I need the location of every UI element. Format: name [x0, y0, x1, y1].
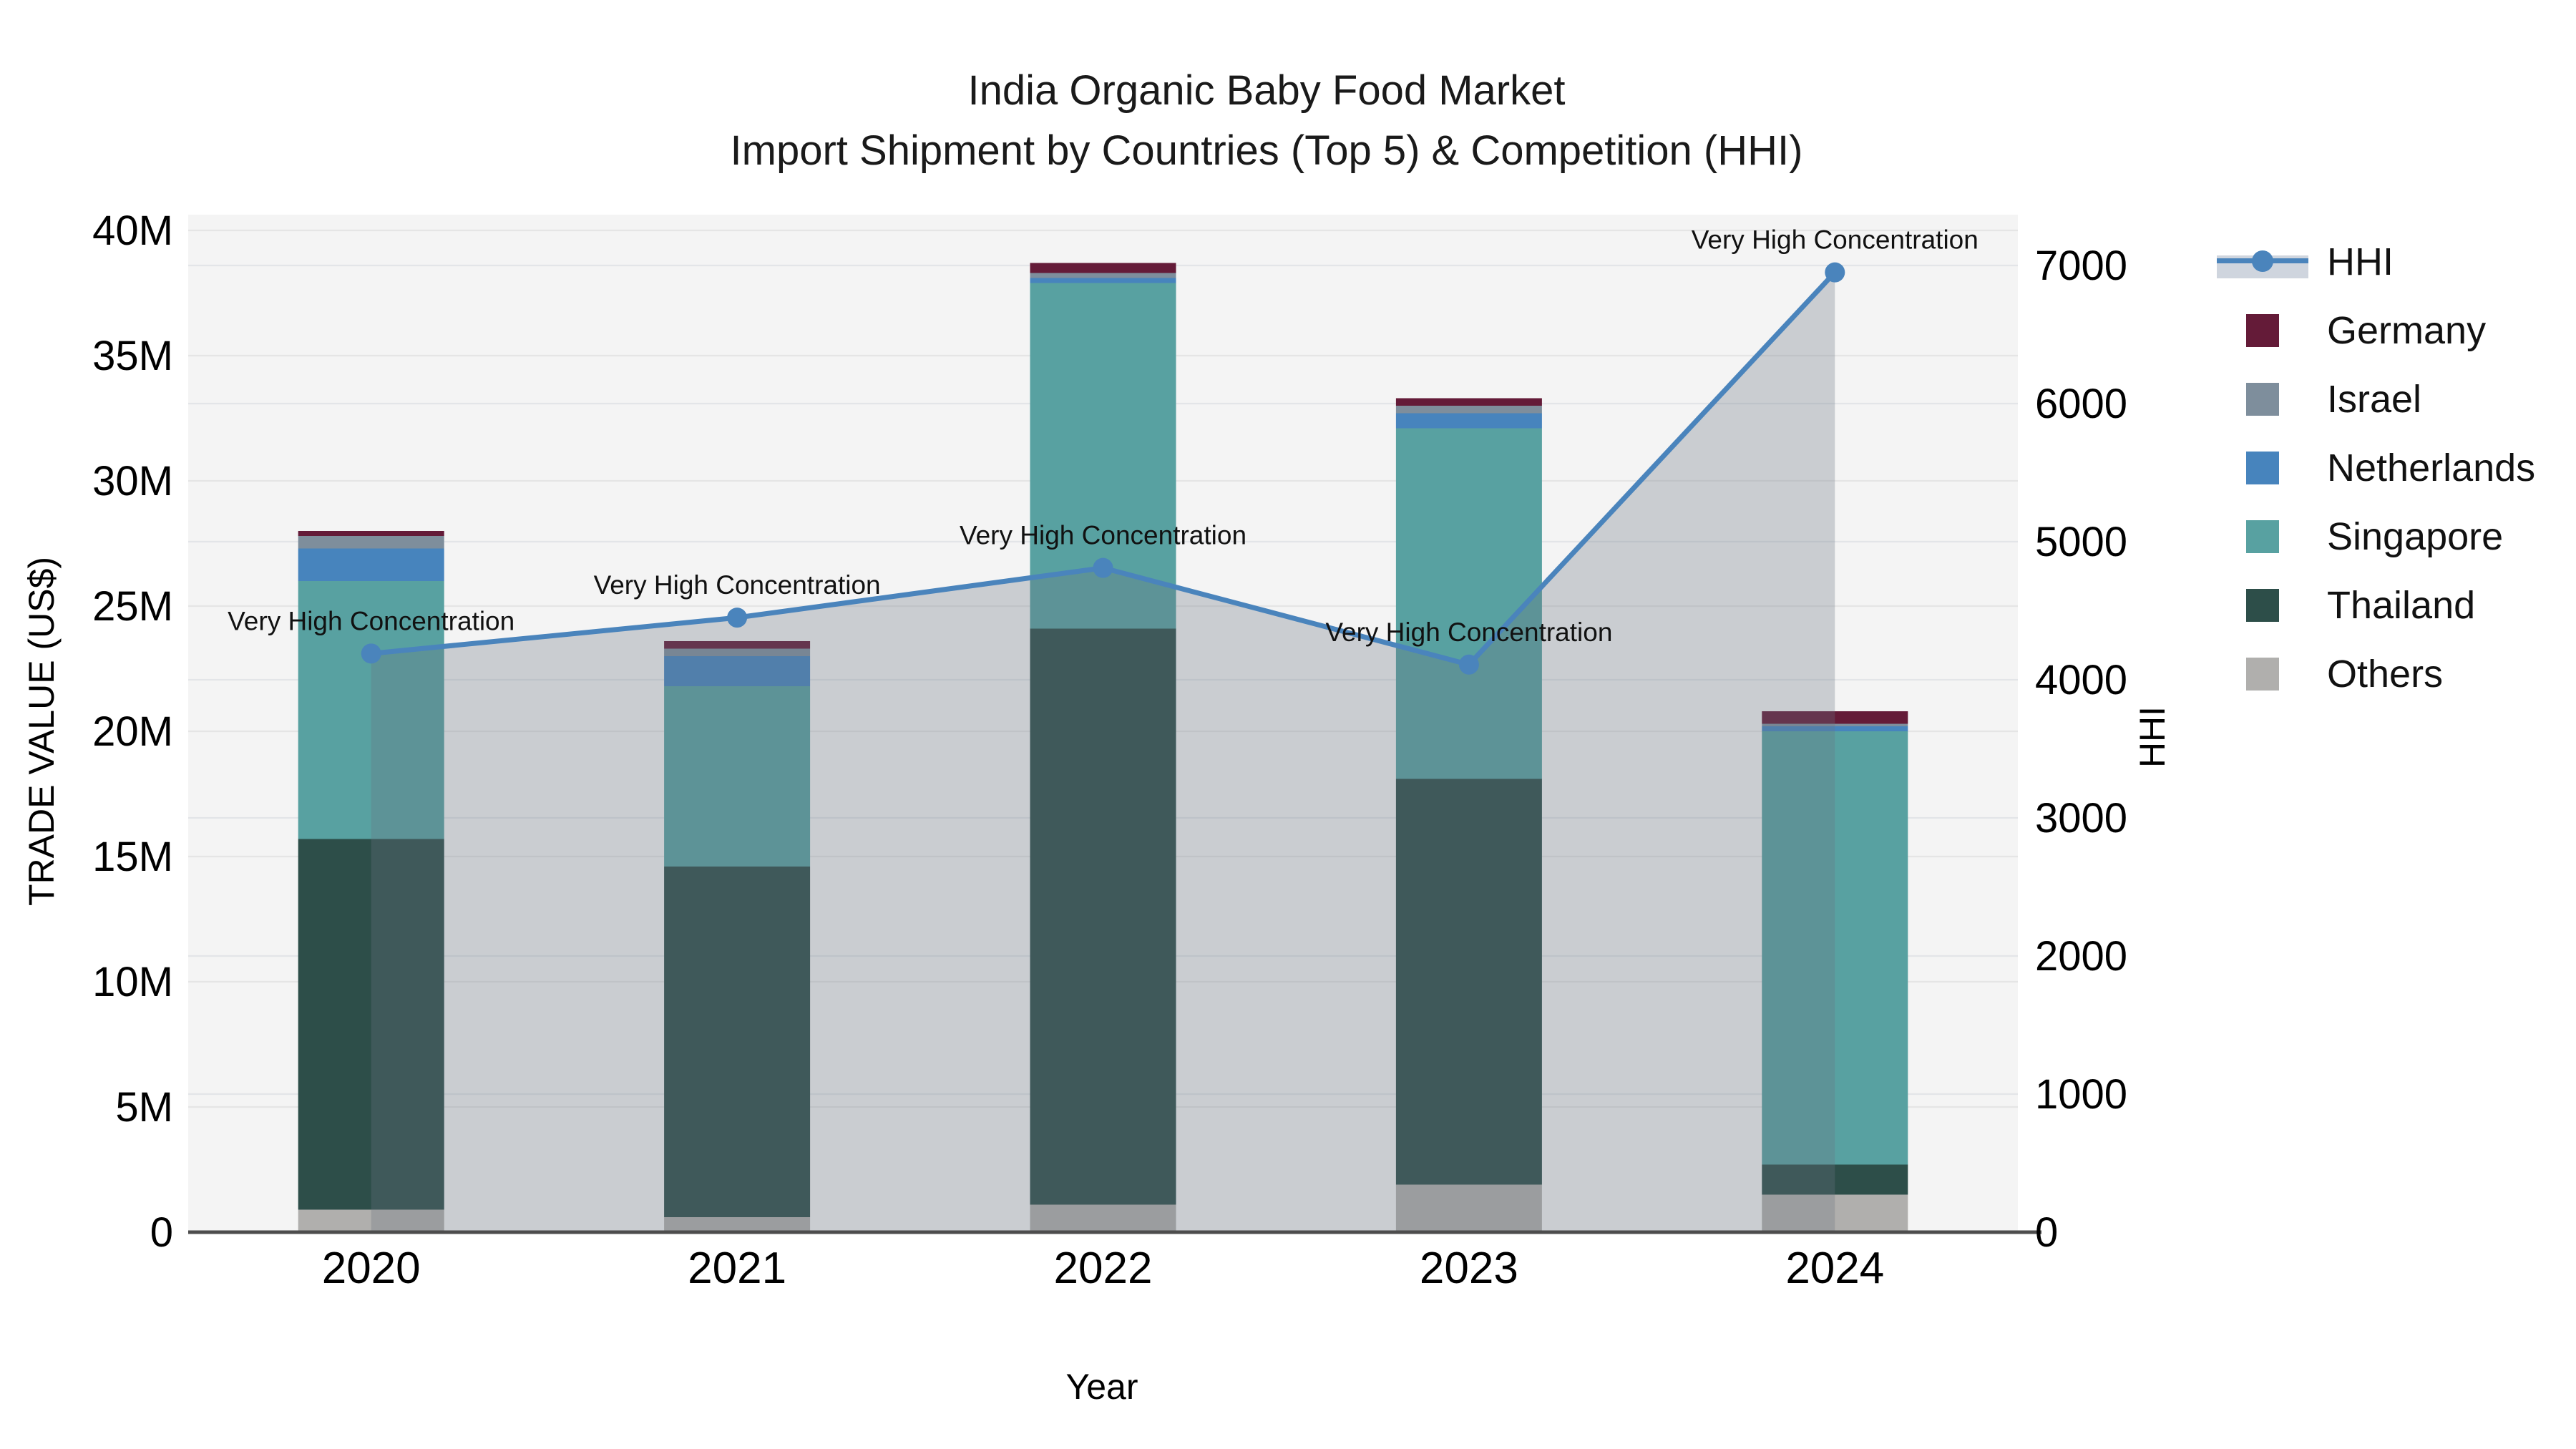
y-left-tick-label: 5M [115, 1084, 173, 1131]
bar-segment-singapore-2023 [1395, 428, 1542, 779]
y-right-tick-label: 7000 [2035, 243, 2127, 289]
y-right-tick-label: 2000 [2035, 933, 2127, 980]
y-left-tick-label: 10M [92, 959, 173, 1005]
legend-item-israel: Israel [2217, 365, 2535, 434]
y-right-tick-label: 5000 [2035, 519, 2127, 565]
bar-segment-others-2021 [664, 1217, 811, 1232]
y-left-tick-label: 30M [92, 458, 173, 504]
bar-segment-netherlands-2021 [664, 656, 811, 686]
x-tick-label-2022: 2022 [1054, 1244, 1153, 1293]
legend-item-thailand: Thailand [2217, 571, 2535, 640]
y-right-tick-label: 4000 [2035, 657, 2127, 703]
x-axis-label: Year [1065, 1367, 1138, 1407]
legend-swatch [2246, 589, 2279, 622]
chart-title-line2: Import Shipment by Countries (Top 5) & C… [730, 127, 1803, 174]
bar-segment-others-2024 [1762, 1194, 1908, 1232]
y-left-tick-label: 40M [92, 208, 173, 254]
legend-label: Germany [2327, 309, 2487, 352]
legend-swatch [2246, 520, 2279, 553]
legend-item-germany: Germany [2217, 296, 2535, 365]
bar-segment-israel-2020 [298, 536, 444, 549]
bar-segment-thailand-2020 [298, 839, 444, 1210]
bar-segment-israel-2021 [664, 648, 811, 656]
bar-segment-thailand-2023 [1395, 779, 1542, 1185]
hhi-marker-icon [2252, 250, 2273, 272]
bar-segment-others-2022 [1030, 1204, 1176, 1232]
legend-swatch [2246, 383, 2279, 416]
bar-segment-thailand-2022 [1030, 628, 1176, 1205]
annotation-2021: Very High Concentration [594, 570, 881, 600]
legend-item-others: Others [2217, 640, 2535, 708]
y-left-tick-label: 15M [92, 834, 173, 880]
legend-label: Thailand [2327, 584, 2476, 627]
y-left-tick-label: 0 [150, 1209, 173, 1256]
legend-swatch [2246, 314, 2279, 347]
legend-swatch [2246, 658, 2279, 691]
y-left-tick-label: 35M [92, 333, 173, 379]
bar-segment-netherlands-2022 [1030, 278, 1176, 283]
bar-segment-israel-2022 [1030, 273, 1176, 278]
hhi-marker-2023 [1458, 654, 1479, 675]
hhi-area-fill [371, 272, 1835, 1232]
annotation-2022: Very High Concentration [960, 521, 1246, 550]
bar-segment-singapore-2024 [1762, 731, 1908, 1165]
legend-swatch [2246, 452, 2279, 484]
legend-label: Singapore [2327, 515, 2504, 558]
x-tick-label-2024: 2024 [1785, 1244, 1884, 1293]
bar-segment-others-2023 [1395, 1184, 1542, 1232]
bar-segment-germany-2024 [1762, 711, 1908, 724]
bar-segment-israel-2024 [1762, 723, 1908, 726]
x-axis-spine [188, 1230, 2041, 1234]
hhi-marker-2021 [727, 608, 748, 628]
annotation-2024: Very High Concentration [1692, 225, 1979, 255]
y-right-tick-label: 0 [2035, 1209, 2058, 1256]
legend-label: HHI [2327, 240, 2394, 283]
legend-label: Netherlands [2327, 447, 2536, 489]
bar-segment-singapore-2021 [664, 686, 811, 867]
annotation-2023: Very High Concentration [1325, 618, 1612, 647]
annotation-2020: Very High Concentration [228, 606, 514, 635]
legend-item-hhi: HHI [2217, 228, 2535, 296]
bar-segment-thailand-2021 [664, 867, 811, 1217]
bar-segment-singapore-2020 [298, 581, 444, 839]
y-left-tick-label: 20M [92, 708, 173, 755]
bar-segment-germany-2022 [1030, 263, 1176, 273]
y-right-tick-label: 1000 [2035, 1071, 2127, 1118]
bar-segment-others-2020 [298, 1209, 444, 1232]
x-tick-label-2020: 2020 [322, 1244, 421, 1293]
hhi-marker-2024 [1825, 262, 1845, 283]
hhi-line-swatch [2217, 245, 2308, 278]
x-tick-label-2021: 2021 [688, 1244, 786, 1293]
legend-label: Israel [2327, 378, 2422, 421]
legend-item-netherlands: Netherlands [2217, 434, 2535, 502]
x-tick-label-2023: 2023 [1420, 1244, 1518, 1293]
bar-segment-netherlands-2023 [1395, 413, 1542, 429]
hhi-marker-2020 [361, 643, 381, 664]
bar-segment-germany-2021 [664, 641, 811, 649]
bar-segment-thailand-2024 [1762, 1164, 1908, 1195]
legend: HHI Germany Israel Netherlands Singapore [2217, 228, 2535, 708]
y-right-tick-label: 3000 [2035, 795, 2127, 841]
bar-segment-germany-2020 [298, 531, 444, 536]
y-left-tick-label: 25M [92, 583, 173, 630]
hhi-marker-2022 [1093, 557, 1113, 578]
legend-label: Others [2327, 653, 2444, 696]
bar-segment-germany-2023 [1395, 398, 1542, 406]
y-right-tick-label: 6000 [2035, 381, 2127, 427]
chart-title: India Organic Baby Food Market Import Sh… [408, 61, 2125, 181]
legend-item-singapore: Singapore [2217, 502, 2535, 571]
bar-segment-netherlands-2020 [298, 548, 444, 581]
bar-segment-netherlands-2024 [1762, 726, 1908, 731]
bar-segment-israel-2023 [1395, 406, 1542, 414]
chart-title-line1: India Organic Baby Food Market [967, 67, 1566, 114]
